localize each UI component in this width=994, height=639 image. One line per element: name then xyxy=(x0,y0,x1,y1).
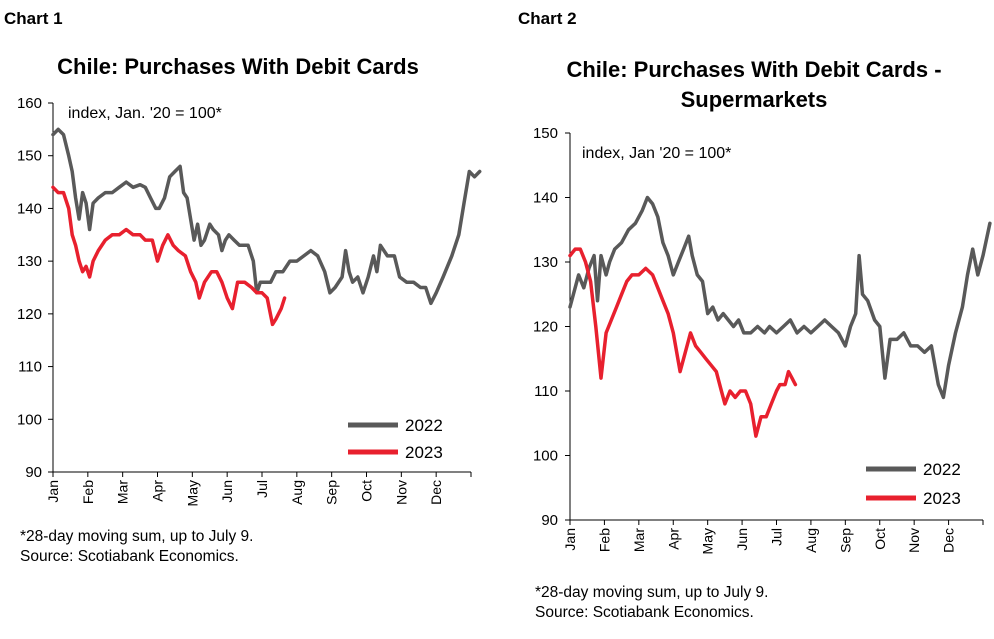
chart-1-title: Chile: Purchases With Debit Cards xyxy=(57,54,419,79)
chart-1-y-tick-label: 100 xyxy=(17,411,42,428)
chart-2-x-tick-label: Jan xyxy=(562,528,578,551)
chart-1-x-tick-label: Jul xyxy=(254,480,270,498)
chart-1-annotation: index, Jan. '20 = 100* xyxy=(68,105,222,122)
chart-1-x-tick-label: Feb xyxy=(80,480,96,504)
chart-2-x-tick-label: Oct xyxy=(872,528,888,550)
chart-2-x-tick-label: Feb xyxy=(596,528,612,552)
chart-2-y-tick-label: 100 xyxy=(533,448,558,465)
chart-2-x-tick-label: Aug xyxy=(803,528,819,553)
chart-1-x-tick-label: Nov xyxy=(393,480,409,505)
chart-1-x-tick-label: Apr xyxy=(150,480,166,502)
chart-1-y-axis: 90 100 110 120 130 140 150 160 xyxy=(17,95,53,481)
chart-2: Chart 2 Chile: Purchases With Debit Card… xyxy=(518,9,992,621)
chart-1-footnote: *28-day moving sum, up to July 9. xyxy=(20,528,253,545)
chart-2-legend: 2022 2023 xyxy=(866,460,961,508)
chart-1-x-tick-label: Jun xyxy=(219,480,235,503)
chart-2-y-tick-label: 140 xyxy=(533,190,558,207)
chart-1-x-tick-label: Aug xyxy=(289,480,305,505)
chart-1-legend: 2022 2023 xyxy=(348,416,443,462)
chart-1-x-tick-label: Sep xyxy=(324,480,340,505)
chart-1-x-tick-label: Oct xyxy=(359,480,375,502)
chart-2-annotation: index, Jan '20 = 100* xyxy=(582,145,731,162)
chart-2-x-tick-label: Jun xyxy=(734,528,750,551)
chart-1-source: Source: Scotiabank Economics. xyxy=(20,548,239,565)
chart-1-series-2022-line xyxy=(51,127,482,306)
chart-1-x-tick-label: Jan xyxy=(45,480,61,503)
chart-2-label: Chart 2 xyxy=(518,9,577,28)
chart-2-x-tick-label: Nov xyxy=(906,528,922,553)
chart-1-x-tick-label: May xyxy=(184,480,200,506)
chart-1-y-tick-label: 140 xyxy=(17,200,42,217)
chart-2-x-tick-label: May xyxy=(700,528,716,554)
chart-2-x-tick-label: Apr xyxy=(665,528,681,550)
chart-2-y-axis: 90 100 110 120 130 140 150 xyxy=(533,125,570,529)
chart-2-y-tick-label: 150 xyxy=(533,125,558,142)
chart-2-y-tick-label: 130 xyxy=(533,254,558,271)
chart-2-footnote: *28-day moving sum, up to July 9. xyxy=(535,584,768,601)
chart-1-y-tick-label: 130 xyxy=(17,253,42,270)
chart-2-legend-2023-label: 2023 xyxy=(923,489,961,508)
chart-1-y-tick-label: 150 xyxy=(17,148,42,165)
chart-2-x-tick-label: Sep xyxy=(837,528,853,553)
chart-1-series-2023-line xyxy=(51,185,287,327)
chart-2-title-line-1: Chile: Purchases With Debit Cards - xyxy=(566,57,941,82)
chart-2-series-2022-line xyxy=(568,195,992,400)
chart-1-x-tick-label: Dec xyxy=(428,480,444,505)
chart-2-series-2023-line xyxy=(568,247,798,438)
chart-1-y-tick-label: 160 xyxy=(17,95,42,112)
chart-2-x-tick-label: Jul xyxy=(769,528,785,546)
chart-1-y-tick-label: 90 xyxy=(25,464,42,481)
chart-1-x-axis: Jan Feb Mar Apr May Jun Jul Aug Sep Oct Nov Dec xyxy=(45,472,472,506)
chart-2-y-tick-label: 90 xyxy=(541,512,558,529)
chart-2-x-tick-label: Dec xyxy=(941,528,957,553)
chart-1-y-tick-label: 120 xyxy=(17,306,42,323)
chart-2-y-tick-label: 110 xyxy=(534,383,558,400)
chart-1-label: Chart 1 xyxy=(4,9,63,28)
chart-1-y-tick-label: 110 xyxy=(18,359,42,376)
chart-2-y-tick-label: 120 xyxy=(533,319,558,336)
chart-1-legend-2023-label: 2023 xyxy=(405,443,443,462)
chart-2-series xyxy=(568,195,992,438)
chart-1-legend-2022-label: 2022 xyxy=(405,416,443,435)
chart-2-x-tick-label: Mar xyxy=(631,528,647,552)
chart-1-x-tick-label: Mar xyxy=(115,480,131,504)
chart-2-source: Source: Scotiabank Economics. xyxy=(535,604,754,621)
chart-2-title-line-2: Supermarkets xyxy=(681,87,828,112)
chart-2-x-axis: Jan Feb Mar Apr May Jun Jul Aug Sep Oct Nov Dec xyxy=(562,520,984,554)
chart-1-series xyxy=(51,127,482,327)
chart-2-legend-2022-label: 2022 xyxy=(923,460,961,479)
chart-1: Chart 1 Chile: Purchases With Debit Card… xyxy=(4,9,482,565)
